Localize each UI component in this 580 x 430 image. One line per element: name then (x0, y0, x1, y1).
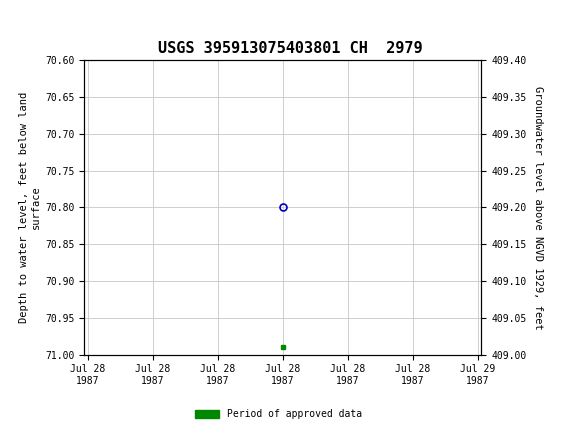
Text: USGS: USGS (67, 10, 114, 25)
Text: USGS 395913075403801 CH  2979: USGS 395913075403801 CH 2979 (158, 41, 422, 56)
Y-axis label: Depth to water level, feet below land
surface: Depth to water level, feet below land su… (19, 92, 41, 323)
Legend: Period of approved data: Period of approved data (191, 405, 366, 423)
Y-axis label: Groundwater level above NGVD 1929, feet: Groundwater level above NGVD 1929, feet (533, 86, 543, 329)
